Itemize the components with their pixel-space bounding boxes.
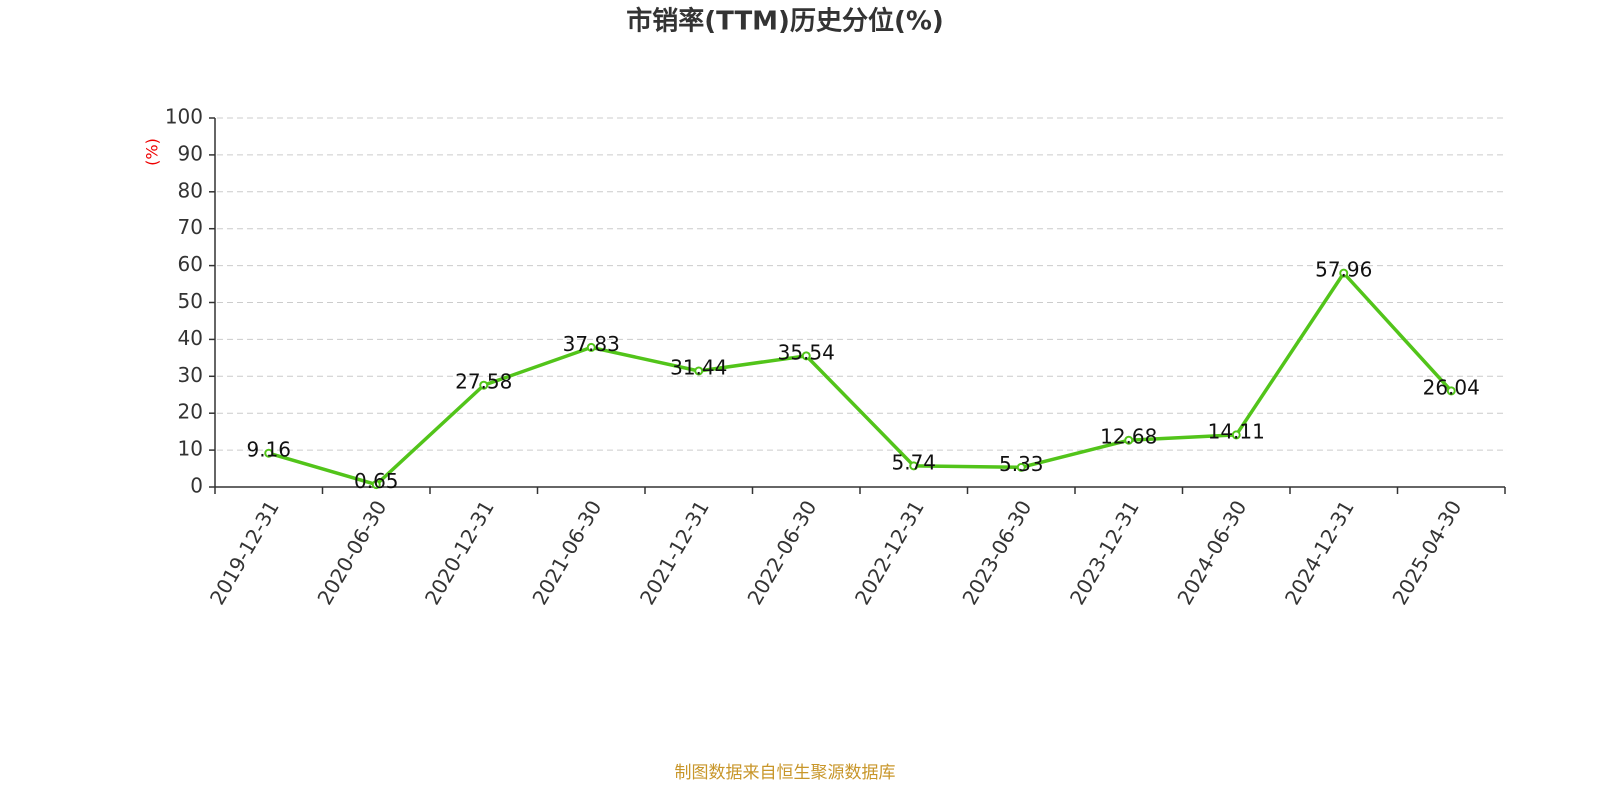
data-label: 26.04 <box>1423 375 1480 399</box>
x-tick-label: 2023-12-31 <box>1065 496 1144 609</box>
y-tick-label: 100 <box>165 105 203 129</box>
data-point <box>1446 386 1456 396</box>
y-tick-label: 20 <box>178 400 203 424</box>
y-tick-label: 50 <box>178 289 203 313</box>
y-tick-label: 90 <box>178 141 203 165</box>
source-note: 制图数据来自恒生聚源数据库 <box>675 763 896 783</box>
x-tick-label: 2024-06-30 <box>1172 496 1251 609</box>
y-tick-label: 30 <box>178 363 203 387</box>
x-tick-label: 2022-12-31 <box>850 496 929 609</box>
data-label: 27.58 <box>455 370 512 394</box>
y-tick-label: 70 <box>178 215 203 239</box>
data-label: 31.44 <box>670 355 727 379</box>
x-tick-label: 2025-04-30 <box>1387 496 1466 609</box>
data-label: 37.83 <box>563 332 620 356</box>
data-label: 9.16 <box>246 438 291 462</box>
y-tick-label: 40 <box>178 326 203 350</box>
chart-title: 市销率(TTM)历史分位(%) <box>626 6 944 37</box>
data-point <box>909 461 919 471</box>
x-tick-label: 2024-12-31 <box>1280 496 1359 609</box>
y-tick-label: 0 <box>190 474 203 498</box>
data-label: 35.54 <box>778 340 835 364</box>
x-tick-label: 2023-06-30 <box>957 496 1036 609</box>
data-point <box>1124 435 1134 445</box>
x-tick-label: 2019-12-31 <box>205 496 284 609</box>
data-point <box>801 351 811 361</box>
y-axis-label: (%) <box>143 138 162 166</box>
data-label: 14.11 <box>1208 419 1265 443</box>
x-tick-label: 2020-06-30 <box>312 496 391 609</box>
data-point <box>371 480 381 490</box>
data-label: 12.68 <box>1100 425 1157 449</box>
data-label: 5.74 <box>891 450 936 474</box>
data-point <box>1339 268 1349 278</box>
x-tick-label: 2021-06-30 <box>527 496 606 609</box>
data-label: 0.65 <box>354 469 399 493</box>
data-point <box>1231 430 1241 440</box>
x-tick-label: 2022-06-30 <box>742 496 821 609</box>
data-point <box>479 380 489 390</box>
data-point <box>694 366 704 376</box>
data-point <box>1016 462 1026 472</box>
x-tick-label: 2021-12-31 <box>635 496 714 609</box>
y-tick-label: 60 <box>178 252 203 276</box>
x-tick-label: 2020-12-31 <box>420 496 499 609</box>
data-point <box>264 448 274 458</box>
y-tick-label: 10 <box>178 437 203 461</box>
data-label: 5.33 <box>999 452 1044 476</box>
data-label: 57.96 <box>1315 258 1372 282</box>
data-point <box>586 342 596 352</box>
line-series <box>268 271 1453 487</box>
y-tick-label: 80 <box>178 178 203 202</box>
